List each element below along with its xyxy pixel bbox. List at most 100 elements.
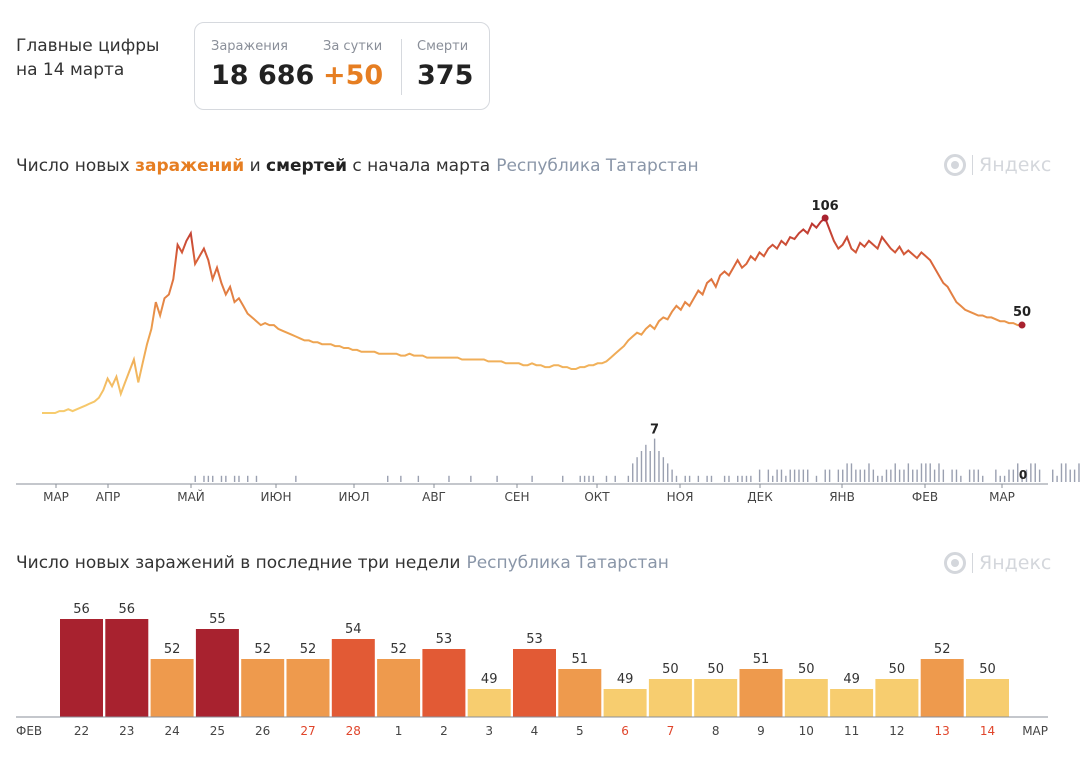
brand-divider xyxy=(972,553,973,573)
bar xyxy=(241,659,285,717)
brand-name-2: Яндекс xyxy=(979,552,1052,574)
death-bar xyxy=(842,469,844,482)
death-bar xyxy=(793,469,796,482)
deaths-max-label: 7 xyxy=(650,423,659,438)
bar xyxy=(60,619,103,717)
death-bar xyxy=(1073,469,1076,482)
line-chart: 106 50 7 0 МАР АПР МАЙ ИЮН ИЮЛ АВГ СЕН ОКТ НОЯ ДЕК ЯН… xyxy=(16,199,1080,504)
bar xyxy=(513,649,556,717)
chart1-region: Республика Татарстан xyxy=(496,156,699,176)
death-bar xyxy=(933,469,936,482)
chart2-region: Республика Татарстан xyxy=(466,553,669,573)
death-bar xyxy=(627,475,630,482)
x-tick-label: МАЙ xyxy=(177,489,205,504)
x-tick-labels: МАР АПР МАЙ ИЮН ИЮЛ АВГ СЕН ОКТ НОЯ ДЕК ЯНВ ФЕВ МАР xyxy=(43,484,1015,504)
death-bar xyxy=(1078,463,1080,482)
stat-daily: За сутки +50 xyxy=(323,39,383,91)
death-bar xyxy=(649,451,651,482)
death-bar xyxy=(929,463,931,482)
bar-value-label: 50 xyxy=(979,662,996,677)
death-bar xyxy=(207,475,210,482)
stat-deaths-value: 375 xyxy=(417,60,474,91)
last-point xyxy=(1018,321,1026,329)
headline-line2: на 14 марта xyxy=(16,60,125,80)
death-bar xyxy=(772,475,774,482)
chart2-title-text: Число новых заражений в последние три не… xyxy=(16,553,461,573)
peak-point xyxy=(821,214,829,222)
bar xyxy=(105,619,149,717)
death-bar xyxy=(750,475,752,482)
bar-value-label: 53 xyxy=(526,632,543,647)
brand-circle-icon xyxy=(944,552,966,574)
death-bar xyxy=(789,469,791,482)
stat-deaths: Смерти 375 xyxy=(417,39,473,91)
x-tick-label: МАР xyxy=(989,490,1015,504)
death-bar xyxy=(855,469,857,482)
stat-infections: Заражения 18 686 xyxy=(211,39,314,91)
death-bar xyxy=(863,469,866,482)
death-bar xyxy=(955,469,958,482)
death-bar xyxy=(785,475,787,482)
death-bar xyxy=(916,469,918,482)
death-bar xyxy=(745,475,748,482)
x-tick-label: НОЯ xyxy=(667,490,694,504)
death-bar xyxy=(846,463,848,482)
death-bar xyxy=(247,475,249,482)
death-bar xyxy=(907,463,910,482)
bar-category-label: 7 xyxy=(667,724,675,738)
death-bar xyxy=(588,475,590,482)
bar-category-label: 26 xyxy=(255,724,270,738)
peak-label: 106 xyxy=(812,199,839,214)
stats-divider xyxy=(401,39,402,95)
bar-category-label: 1 xyxy=(395,724,403,738)
bar-value-label: 56 xyxy=(73,602,90,617)
death-bar xyxy=(850,463,853,482)
month-right-label: МАР xyxy=(1022,724,1048,738)
death-bar xyxy=(605,475,608,482)
chart1-title-infections: заражений xyxy=(135,156,245,176)
death-bar xyxy=(903,469,905,482)
death-bar xyxy=(212,475,214,482)
death-bar xyxy=(868,463,870,482)
death-bar xyxy=(977,469,980,482)
death-bar xyxy=(233,475,236,482)
x-tick-label: ЯНВ xyxy=(829,490,855,504)
chart1-title-part3: с начала марта xyxy=(347,156,491,176)
bar xyxy=(331,639,375,717)
bar-category-label: 27 xyxy=(300,724,315,738)
death-bar xyxy=(758,469,761,482)
infections-line xyxy=(42,216,1022,414)
chart1-title-deaths: смертей xyxy=(266,156,347,176)
death-bar xyxy=(710,475,713,482)
death-bar xyxy=(1056,475,1058,482)
bar xyxy=(195,629,239,717)
bar-category-label: 28 xyxy=(346,724,361,738)
bar xyxy=(286,659,330,717)
brand-logo-1: Яндекс xyxy=(944,154,1051,176)
bar-value-label: 54 xyxy=(345,622,362,637)
stat-daily-label: За сутки xyxy=(323,39,383,54)
x-tick-label: ОКТ xyxy=(584,490,610,504)
bar-value-label: 52 xyxy=(164,642,181,657)
death-bar xyxy=(675,475,678,482)
chart1-title-part1: Число новых xyxy=(16,156,136,176)
death-bar xyxy=(898,469,901,482)
stat-infections-value: 18 686 xyxy=(211,60,315,91)
month-left-label: ФЕВ xyxy=(16,724,42,738)
death-bar xyxy=(448,475,450,482)
x-tick-label: АПР xyxy=(96,490,120,504)
x-tick-label: ИЮЛ xyxy=(339,490,370,504)
death-bars xyxy=(194,438,1080,482)
bar-category-label: 3 xyxy=(485,724,493,738)
death-bar xyxy=(220,475,223,482)
deaths-last-label: 0 xyxy=(1019,468,1027,482)
bar-value-label: 50 xyxy=(662,662,679,677)
death-bar xyxy=(1021,475,1023,482)
death-bar xyxy=(859,469,861,482)
death-bar xyxy=(688,475,691,482)
bar-value-label: 49 xyxy=(617,672,634,687)
bar xyxy=(875,679,919,717)
last-label: 50 xyxy=(1013,305,1031,320)
death-bar xyxy=(837,469,840,482)
